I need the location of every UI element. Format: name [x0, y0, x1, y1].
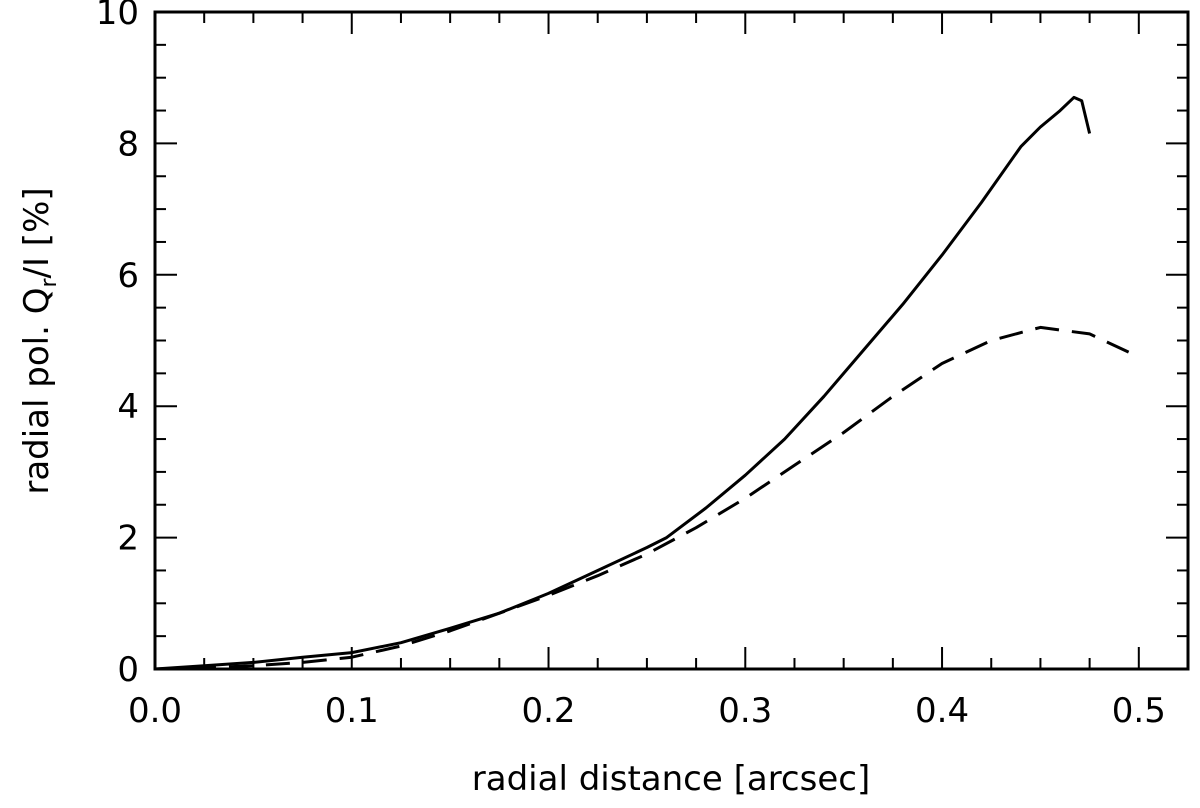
plot-frame	[153, 10, 1190, 671]
series-line-solid	[154, 95, 1092, 671]
x-tick-label: 0.2	[521, 691, 575, 731]
y-tick-label: 6	[117, 256, 139, 296]
y-axis-label: radial pol. Qr/I [%]	[17, 187, 62, 494]
x-axis-label: radial distance [arcsec]	[472, 759, 870, 799]
x-tick-label: 0.3	[718, 691, 772, 731]
y-tick-label: 10	[96, 0, 139, 33]
x-tick-label: 0.5	[1112, 691, 1166, 731]
series-layer	[154, 95, 1140, 671]
series-line-dashed	[154, 325, 1140, 671]
y-tick-label: 0	[117, 650, 139, 690]
x-tick-label: 0.0	[128, 691, 182, 731]
x-tick-label: 0.1	[325, 691, 379, 731]
y-tick-label: 4	[117, 387, 139, 427]
y-tick-label: 8	[117, 124, 139, 164]
labels-layer: 0.0 0.1 0.2 0.3 0.4 0.5 0 2 4 6 8 10	[96, 0, 1166, 731]
y-axis-label-suffix: /I [%]	[17, 187, 57, 278]
ticks-layer	[154, 11, 1189, 670]
y-axis-label-prefix: radial pol. Q	[17, 288, 57, 495]
y-tick-label: 2	[117, 519, 139, 559]
x-tick-label: 0.4	[915, 691, 969, 731]
y-axis-label-subscript: r	[37, 278, 62, 288]
